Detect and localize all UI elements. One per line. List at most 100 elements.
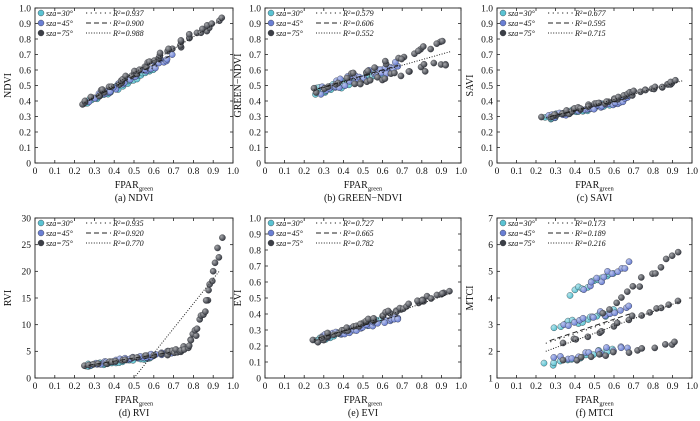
y-tick-label: 0.9 xyxy=(249,20,261,30)
data-point-highlight xyxy=(318,334,325,341)
y-tick-label: 0.6 xyxy=(249,278,261,288)
data-point-highlight xyxy=(187,337,194,344)
x-tick-label: 0.9 xyxy=(207,167,219,177)
data-point-highlight xyxy=(371,64,378,71)
y-tick-label: 1.0 xyxy=(481,4,493,14)
data-point-highlight xyxy=(585,103,592,110)
data-point-highlight xyxy=(580,286,587,293)
x-axis-label-subscript: green xyxy=(139,401,154,408)
data-point-highlight xyxy=(350,69,357,77)
panel-2: 0 0.1 0.2 0.3 0.4 0.5 0.6 0.7 0.8 0.9 1.0 0 0.1 0.2 0.… xyxy=(465,4,698,204)
x-tick-label: 0.6 xyxy=(148,382,160,392)
data-point-highlight xyxy=(662,341,669,348)
x-tick-label: 0.7 xyxy=(628,382,640,392)
y-tick-label: 0 xyxy=(488,159,493,169)
x-tick-label: 0.8 xyxy=(647,382,659,392)
y-tick-label: 0.1 xyxy=(481,144,493,154)
data-point-highlight xyxy=(210,268,217,275)
y-tick-label: 1 xyxy=(488,374,493,384)
legend-series-name: sza=30° xyxy=(276,219,304,228)
x-tick-label: 1.0 xyxy=(455,382,467,392)
data-point-highlight xyxy=(550,354,557,361)
data-point-highlight xyxy=(658,304,665,311)
legend-r2-label: R²=0.920 xyxy=(112,229,144,238)
data-point-highlight xyxy=(642,86,649,94)
data-point-highlight xyxy=(142,352,150,359)
legend-r2-label: R²=0.595 xyxy=(574,19,606,28)
x-tick-label: 0 xyxy=(33,382,38,392)
data-point-highlight xyxy=(588,353,595,360)
y-tick-label: 7 xyxy=(488,214,493,224)
x-axis-label-main: FPAR xyxy=(575,180,599,191)
y-tick-label: 0.3 xyxy=(481,113,493,123)
x-axis-label: FPARgreen xyxy=(115,395,154,408)
legend-marker xyxy=(499,9,507,17)
y-tick-label: 0.2 xyxy=(249,342,261,352)
panel-caption: (c) SAVI xyxy=(577,193,613,204)
x-tick-label: 0.7 xyxy=(396,382,408,392)
fit-line-sza75 xyxy=(313,50,452,91)
x-tick-label: 0 xyxy=(495,382,500,392)
data-point-highlight xyxy=(165,45,172,52)
data-point-highlight xyxy=(397,72,405,80)
data-point-highlight xyxy=(203,297,210,304)
legend-marker xyxy=(499,19,507,27)
y-tick-label: 0.4 xyxy=(249,97,261,107)
legend-r2-label: R²=0.988 xyxy=(112,29,144,38)
x-tick-label: 0.5 xyxy=(357,167,369,177)
x-tick-label: 0.5 xyxy=(357,382,369,392)
legend: sza=30° R²=0.677 sza=45° R²=0.595 sza=75° R²=… xyxy=(499,9,607,38)
data-point-highlight xyxy=(219,234,226,241)
legend: sza=30° R²=0.579 sza=45° R²=0.606 sza=75° R²=… xyxy=(267,9,374,38)
y-tick-label: 0.5 xyxy=(249,294,261,304)
y-tick-label: 1.0 xyxy=(19,4,31,14)
data-point-highlight xyxy=(163,56,171,63)
legend-series-name: sza=75° xyxy=(46,29,74,38)
data-point-highlight xyxy=(81,97,89,104)
data-point-highlight xyxy=(568,355,575,362)
x-tick-label: 0.6 xyxy=(608,382,620,392)
x-tick-label: 0.5 xyxy=(128,167,140,177)
data-point-highlight xyxy=(651,83,659,91)
data-point-highlight xyxy=(186,31,193,38)
data-point-highlight xyxy=(439,38,446,45)
y-tick-label: 0.6 xyxy=(481,66,493,76)
data-point-highlight xyxy=(637,88,644,95)
data-point-highlight xyxy=(559,357,567,364)
legend-series-name: sza=30° xyxy=(276,9,304,18)
x-tick-label: 0 xyxy=(495,167,500,177)
panel-3: 0 0.1 0.2 0.3 0.4 0.5 0.6 0.7 0.8 0.9 1.0 0 5 10 15 20 2… xyxy=(3,214,239,419)
y-tick-label: 0 xyxy=(26,159,31,169)
data-point-highlight xyxy=(214,244,221,252)
data-point-highlight xyxy=(646,309,653,316)
data-point-highlight xyxy=(611,309,618,316)
y-tick-label: 0.7 xyxy=(481,51,493,61)
data-point-highlight xyxy=(618,294,625,301)
panel-0: 0 0.1 0.2 0.3 0.4 0.5 0.6 0.7 0.8 0.9 1.0 0 0.1 0.2 0.… xyxy=(3,4,239,204)
legend-r2-label: R²=0.770 xyxy=(112,239,144,248)
x-axis-label: FPARgreen xyxy=(575,180,614,193)
data-point-highlight xyxy=(343,324,350,331)
x-tick-label: 0.1 xyxy=(279,167,291,177)
x-tick-label: 0.2 xyxy=(298,382,310,392)
data-point-highlight xyxy=(314,339,322,346)
data-point-highlight xyxy=(99,86,106,93)
data-point-highlight xyxy=(405,300,412,307)
legend-r2-label: R²=0.727 xyxy=(342,219,375,228)
data-point-highlight xyxy=(625,258,633,265)
x-tick-label: 0.9 xyxy=(207,382,219,392)
panel-caption: (b) GREEN−NDVI xyxy=(324,193,402,204)
legend-r2-label: R²=0.552 xyxy=(342,29,374,38)
x-tick-label: 0.5 xyxy=(589,167,601,177)
data-point-highlight xyxy=(610,348,617,356)
data-point-highlight xyxy=(218,14,225,21)
data-point-highlight xyxy=(430,59,437,67)
data-point-highlight xyxy=(427,45,434,53)
data-point-highlight xyxy=(90,361,97,368)
data-point-highlight xyxy=(540,359,548,367)
fit-line-sza75 xyxy=(84,18,224,103)
data-point-highlight xyxy=(365,315,372,323)
data-point-highlight xyxy=(621,265,629,272)
data-point-highlight xyxy=(602,352,609,359)
data-point-highlight xyxy=(593,274,600,282)
